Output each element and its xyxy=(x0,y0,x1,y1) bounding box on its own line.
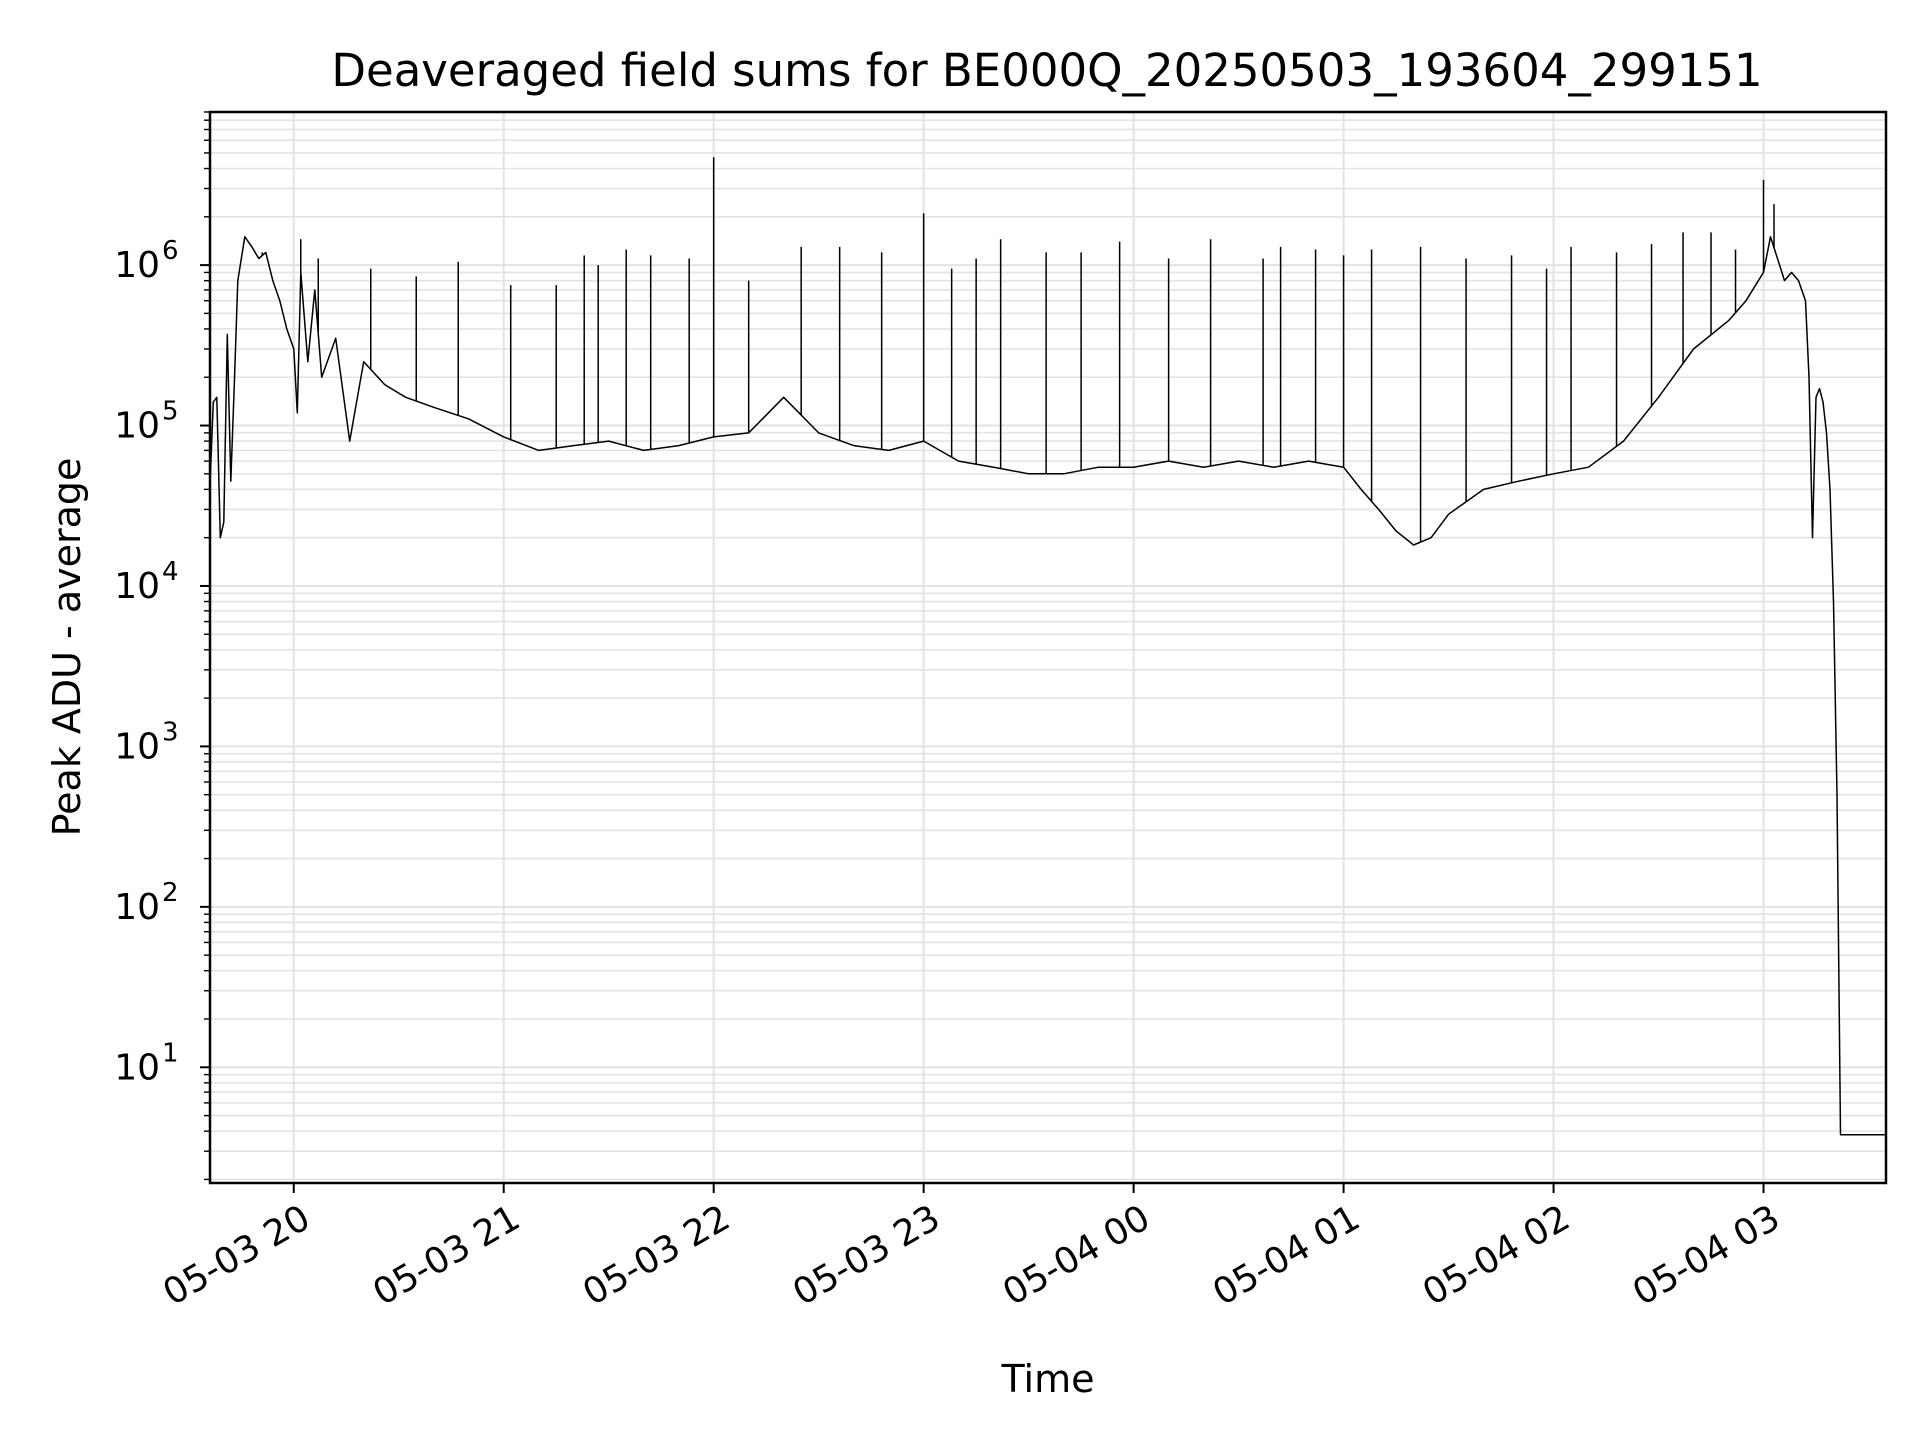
grid-lines xyxy=(210,111,1886,1183)
y-axis-label: Peak ADU - average xyxy=(45,458,89,837)
plot-frame xyxy=(208,110,1888,1185)
y-tick-label: 10 xyxy=(114,1047,160,1088)
y-tick-label-exponent: 1 xyxy=(162,1038,179,1068)
y-tick-label: 10 xyxy=(114,726,160,767)
y-tick-label: 10 xyxy=(114,887,160,928)
data-line xyxy=(209,236,1886,1136)
y-tick-label-exponent: 4 xyxy=(162,557,179,587)
y-tick-label: 10 xyxy=(114,245,160,286)
chart-title: Deaveraged field sums for BE000Q_2025050… xyxy=(331,44,1762,97)
y-tick-label-exponent: 5 xyxy=(162,397,179,427)
y-tick-label: 10 xyxy=(114,406,160,447)
y-tick-label-exponent: 2 xyxy=(162,878,179,908)
x-axis-label: Time xyxy=(1001,1357,1095,1401)
plot-data xyxy=(209,157,1886,1136)
y-tick-label: 10 xyxy=(114,566,160,607)
y-tick-label-exponent: 3 xyxy=(162,717,179,747)
y-tick-label-exponent: 6 xyxy=(162,236,179,266)
